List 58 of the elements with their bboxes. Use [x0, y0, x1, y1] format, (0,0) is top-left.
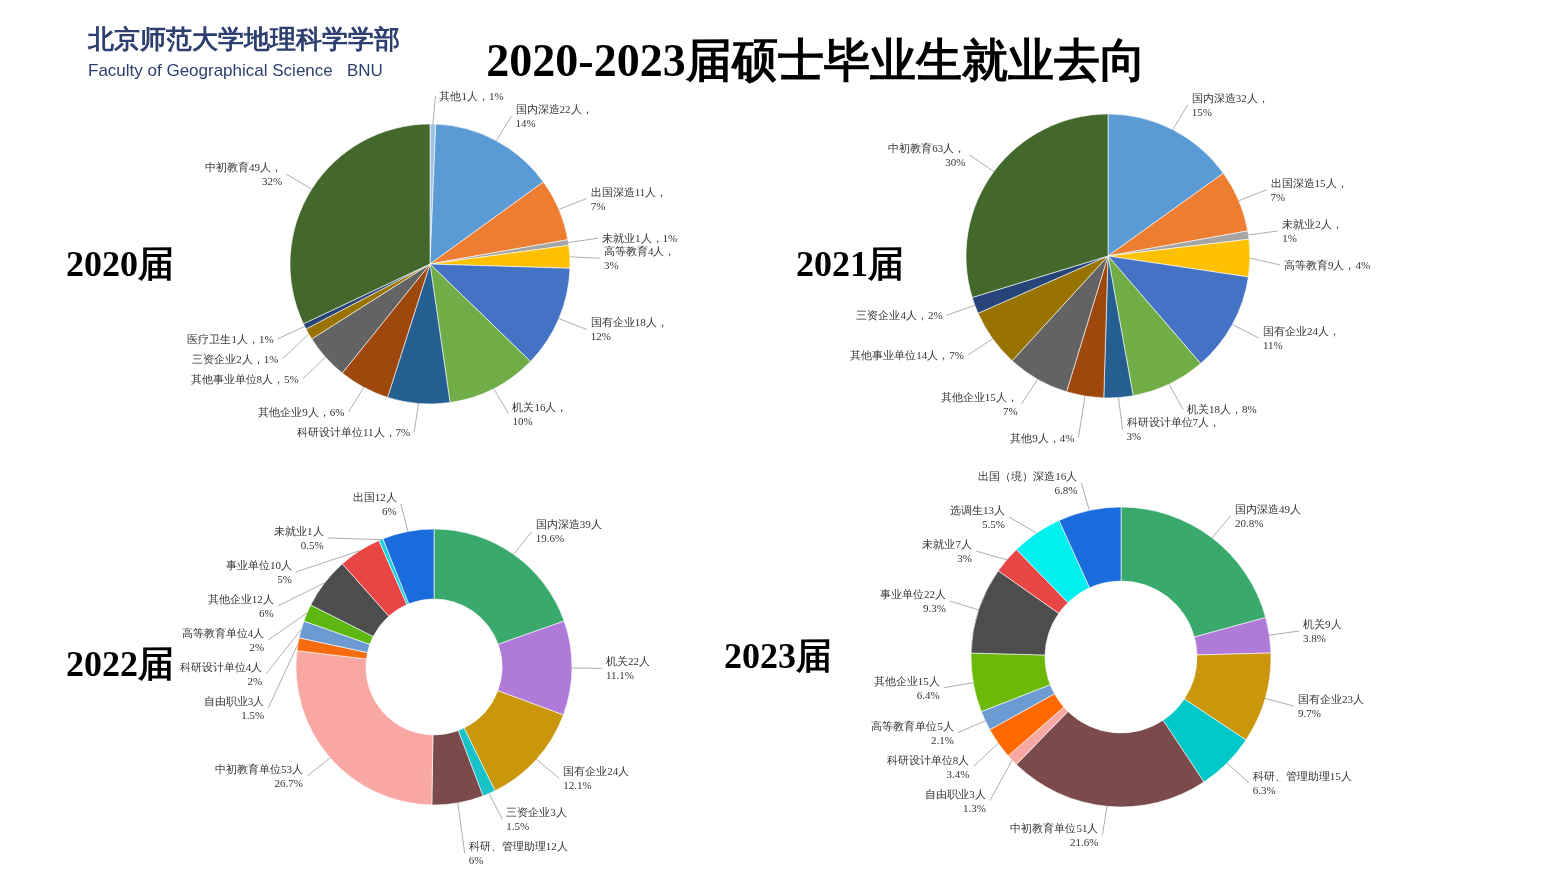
slice-label: 科研设计单位8人 3.4% [886, 753, 970, 780]
text: 2022届 [66, 644, 174, 684]
slice-label: 机关22人 11.1% [605, 655, 650, 682]
slice-label: 未就业7人 3% [922, 538, 972, 565]
slice-label: 中初教育63人， 30% [888, 141, 966, 168]
slice-label: 机关18人，8% [1187, 403, 1257, 416]
slice-label: 科研、管理助理12人 6% [468, 840, 568, 867]
slice-label: 其他事业单位8人，5% [190, 372, 299, 385]
slice-label: 其他事业单位14人，7% [850, 349, 964, 362]
slice-label: 国内深造32人， 15% [1191, 91, 1269, 118]
slice-label: 事业单位10人 5% [225, 558, 292, 585]
slice-label: 未就业1人 0.5% [274, 524, 324, 551]
slice-label: 国内深造22人， 14% [515, 103, 593, 130]
slice-label: 高等教育单位4人 2% [181, 626, 265, 653]
slice-label: 出国12人 6% [352, 490, 397, 517]
slice-label: 其他9人，4% [1010, 431, 1075, 444]
slice-label: 中初教育单位53人 26.7% [215, 763, 304, 790]
slice-label: 其他1人，1% [439, 90, 504, 103]
slice-label: 中初教育49人， 32% [205, 161, 283, 188]
slice-label: 出国（境）深造16人 6.8% [978, 470, 1078, 497]
slice-label: 其他企业12人 6% [207, 592, 274, 619]
slice-label: 三资企业2人，1% [192, 352, 279, 365]
text: 2020-2023届硕士毕业生就业去向 [486, 35, 1146, 86]
slice-label: 出国深造15人， 7% [1270, 176, 1348, 203]
slice-label: 三资企业3人 1.5% [506, 806, 567, 833]
slice-label: 医疗卫生1人，1% [187, 332, 274, 345]
slice-label: 国有企业18人， 12% [590, 316, 668, 343]
text: 北京师范大学地理科学学部 [87, 25, 400, 54]
slice-label: 其他企业15人 6.4% [873, 674, 940, 701]
slice-label: 选调生13人 5.5% [950, 504, 1006, 531]
slice-label: 自由职业3人 1.5% [203, 694, 265, 721]
text: 2020届 [66, 244, 174, 284]
text: Faculty of Geographical Science BNU [88, 61, 383, 80]
slice-label: 未就业1人，1% [602, 232, 678, 245]
slice-label: 高等教育9人，4% [1283, 258, 1371, 271]
slice-label: 未就业2人， 1% [1282, 217, 1343, 244]
slice-label: 国内深造49人 20.8% [1235, 502, 1302, 529]
slice-label: 事业单位22人 9.3% [880, 588, 947, 615]
slice-label: 国有企业24人 12.1% [563, 765, 630, 792]
slice-label: 科研设计单位11人，7% [296, 426, 411, 439]
text: 2023届 [724, 636, 832, 676]
slice-label: 高等教育单位5人 2.1% [871, 719, 954, 746]
slice-label: 三资企业4人，2% [856, 309, 943, 322]
slice-label: 高等教育4人， 3% [603, 245, 676, 272]
slice-label: 出国深造11人， 7% [590, 185, 668, 212]
slice-label: 科研设计单位4人 2% [179, 660, 263, 687]
slice-label: 机关16人， 10% [512, 400, 568, 427]
slice-label: 国有企业24人， 11% [1262, 325, 1340, 352]
slice-label: 自由职业3人 1.3% [925, 787, 986, 814]
slice-label: 其他企业9人，6% [258, 406, 345, 419]
text: 2021届 [796, 244, 904, 284]
slice-label: 中初教育单位51人 21.6% [1010, 821, 1099, 848]
slice-label: 科研设计单位7人， 3% [1126, 416, 1221, 443]
slice-label: 国内深造39人 19.6% [535, 518, 602, 545]
slice-label: 国有企业23人 9.7% [1298, 693, 1365, 720]
slice-label: 机关9人 3.8% [1303, 618, 1342, 645]
slice-label: 其他企业15人， 7% [940, 390, 1018, 417]
slice-label: 科研、管理助理15人 6.3% [1252, 769, 1352, 796]
